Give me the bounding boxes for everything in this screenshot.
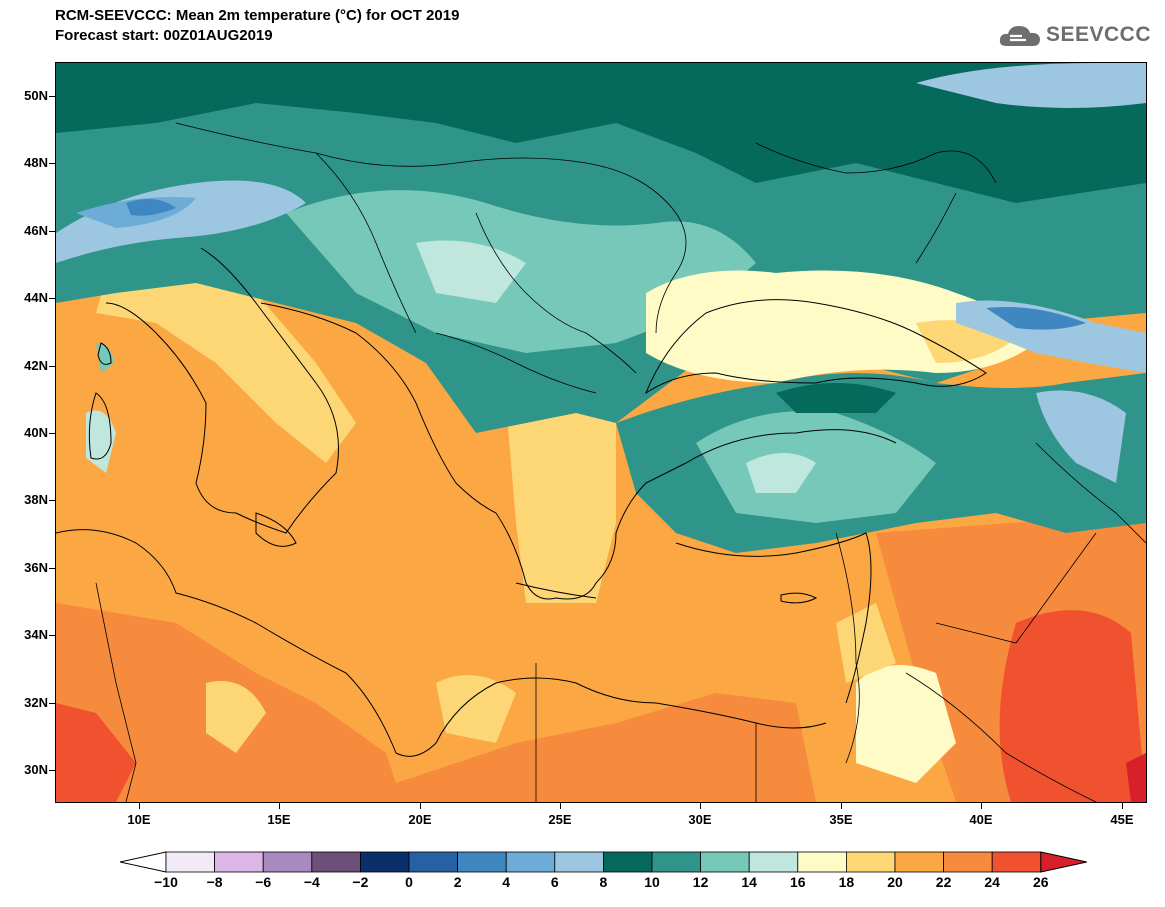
lon-tick (279, 803, 280, 809)
lon-label-35e: 35E (829, 812, 853, 827)
temperature-map (55, 62, 1147, 803)
lon-tick (1122, 803, 1123, 809)
title-line-2: Forecast start: 00Z01AUG2019 (55, 27, 273, 44)
lat-label-42n: 42N (24, 358, 48, 373)
lon-tick (700, 803, 701, 809)
lat-label-32n: 32N (24, 695, 48, 710)
colorbar-box (359, 851, 410, 873)
lat-tick (49, 703, 55, 704)
lat-tick (49, 298, 55, 299)
lat-label-34n: 34N (24, 627, 48, 642)
colorbar-label: −4 (303, 874, 320, 890)
colorbar-box (457, 851, 507, 873)
colorbar-box (797, 851, 847, 873)
colorbar (120, 851, 1087, 873)
colorbar-label: 16 (790, 874, 806, 890)
logo-text: SEEVCCC (1045, 23, 1151, 46)
lon-label-25e: 25E (548, 812, 572, 827)
lat-tick (49, 231, 55, 232)
lon-tick (420, 803, 421, 809)
colorbar-box (165, 851, 215, 873)
lon-tick (139, 803, 140, 809)
colorbar-under-triangle (120, 851, 167, 873)
lat-label-50n: 50N (24, 88, 48, 103)
seevccc-logo: SEEVCCC (998, 22, 1151, 48)
lat-tick (49, 433, 55, 434)
lat-tick (49, 366, 55, 367)
lat-label-48n: 48N (24, 155, 48, 170)
colorbar-box (651, 851, 701, 873)
map-title: RCM-SEEVCCC: Mean 2m temperature (°C) fo… (55, 6, 459, 46)
lat-tick (49, 163, 55, 164)
colorbar-label: −10 (154, 874, 178, 890)
colorbar-label: −2 (352, 874, 369, 890)
lat-label-40n: 40N (24, 425, 48, 440)
colorbar-label: 0 (405, 874, 413, 890)
lat-label-36n: 36N (24, 560, 48, 575)
colorbar-label: 26 (1033, 874, 1049, 890)
colorbar-box (408, 851, 458, 873)
colorbar-box (943, 851, 993, 873)
lat-tick (49, 500, 55, 501)
lon-tick (560, 803, 561, 809)
colorbar-label: −8 (206, 874, 223, 890)
colorbar-label: 18 (838, 874, 855, 890)
lat-label-38n: 38N (24, 492, 48, 507)
colorbar-over-triangle (1040, 851, 1087, 873)
colorbar-label: 12 (692, 874, 709, 890)
colorbar-label: 20 (887, 874, 903, 890)
colorbar-label: 8 (599, 874, 608, 890)
colorbar-label: −6 (255, 874, 272, 890)
colorbar-label: 4 (502, 874, 511, 890)
colorbar-box (262, 851, 313, 873)
colorbar-box (846, 851, 896, 873)
lat-label-44n: 44N (24, 290, 48, 305)
colorbar-box (214, 851, 264, 873)
colorbar-box (700, 851, 750, 873)
lon-label-40e: 40E (969, 812, 993, 827)
colorbar-box (554, 851, 604, 873)
colorbar-label: 14 (741, 874, 757, 890)
lon-label-10e: 10E (127, 812, 151, 827)
lat-label-30n: 30N (24, 762, 48, 777)
colorbar-label: 24 (984, 874, 1000, 890)
colorbar-label: 22 (935, 874, 952, 890)
colorbar-box (894, 851, 944, 873)
lat-tick (49, 635, 55, 636)
colorbar-box (311, 851, 361, 873)
lon-label-15e: 15E (267, 812, 291, 827)
cloud-icon (999, 26, 1040, 46)
title-line-1: RCM-SEEVCCC: Mean 2m temperature (°C) fo… (55, 7, 460, 24)
lon-label-20e: 20E (408, 812, 432, 827)
colorbar-label: 2 (453, 874, 462, 890)
lat-label-46n: 46N (24, 223, 48, 238)
colorbar-box (505, 851, 556, 873)
lat-tick (49, 96, 55, 97)
colorbar-box (602, 851, 653, 873)
map-canvas (56, 63, 1146, 802)
colorbar-label: 6 (550, 874, 559, 890)
colorbar-label: 10 (644, 874, 660, 890)
lon-label-45e: 45E (1110, 812, 1134, 827)
lat-tick (49, 568, 55, 569)
lon-tick (841, 803, 842, 809)
colorbar-box (748, 851, 799, 873)
lon-label-30e: 30E (688, 812, 712, 827)
lat-tick (49, 770, 55, 771)
colorbar-box (991, 851, 1042, 873)
lon-tick (981, 803, 982, 809)
